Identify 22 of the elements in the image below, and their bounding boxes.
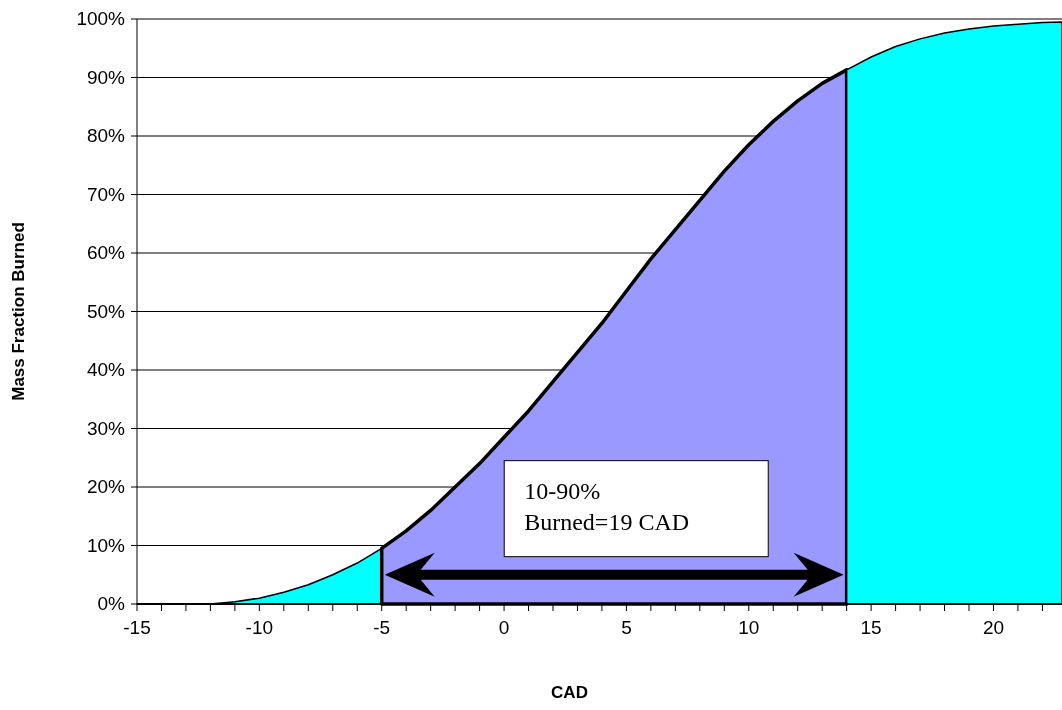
x-tick-label: 15 (860, 617, 882, 638)
y-tick-label: 90% (86, 66, 126, 88)
y-tick-label: 70% (86, 183, 126, 205)
y-tick-label: 20% (86, 476, 126, 497)
y-tick-label: 80% (86, 125, 126, 146)
y-tick-label: 60% (86, 242, 126, 263)
x-tick-label: 5 (621, 617, 632, 638)
x-axis-title: CAD (551, 683, 588, 702)
y-tick-label: 30% (86, 417, 126, 439)
annotation: 10-90% Burned=19 CAD (524, 477, 690, 535)
x-tick-label: 20 (982, 617, 1005, 638)
y-tick-label: 10% (86, 534, 126, 556)
y-tick-label: 0% (97, 593, 126, 614)
y-tick-label: 50% (86, 300, 126, 322)
x-tick-label: -5 (373, 617, 391, 638)
x-tick-label: -10 (245, 617, 274, 638)
y-axis-title: Mass Fraction Burned (9, 222, 28, 401)
x-tick-label: 10 (738, 617, 760, 638)
y-tick-label: 100% (76, 8, 126, 29)
y-tick-label: 40% (86, 359, 126, 380)
x-tick-label: -15 (123, 617, 151, 638)
x-tick-label: 0 (498, 617, 510, 638)
